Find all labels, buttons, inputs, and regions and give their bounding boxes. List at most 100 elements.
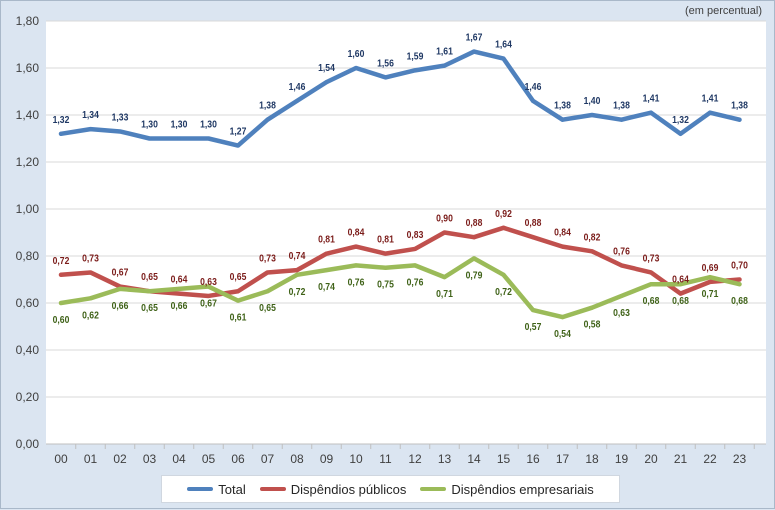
x-axis: 00 01 02 03 04 05 06 07 08 09 10 11 12 13 14 15 16 17 18 19… (54, 444, 755, 466)
data-point-empresariais (88, 296, 93, 301)
data-point-publicos (678, 291, 683, 296)
data-label-empresariais: 0,76 (348, 277, 365, 289)
data-point-publicos (619, 263, 624, 268)
x-tick-label: 17 (556, 452, 570, 466)
data-point-total (206, 136, 211, 141)
data-label-empresariais: 0,54 (554, 328, 571, 340)
data-point-total (118, 129, 122, 134)
data-point-publicos (413, 246, 417, 251)
data-point-total (177, 136, 181, 141)
data-point-empresariais (501, 272, 506, 277)
data-label-publicos: 0,84 (348, 227, 365, 239)
y-tick-label: 0,60 (16, 296, 40, 310)
data-label-publicos: 0,90 (436, 213, 453, 225)
data-label-publicos: 0,73 (259, 253, 276, 265)
data-point-total (147, 136, 152, 141)
data-point-publicos (590, 249, 594, 254)
data-point-total (472, 49, 476, 54)
data-point-publicos (324, 251, 329, 256)
data-label-publicos: 0,81 (377, 234, 394, 246)
data-point-publicos (649, 270, 653, 275)
data-point-publicos (560, 244, 565, 249)
data-label-empresariais: 0,71 (702, 288, 719, 300)
data-point-total (442, 63, 447, 68)
data-label-publicos: 0,64 (672, 274, 689, 286)
data-label-total: 1,38 (259, 100, 276, 112)
data-point-publicos (708, 279, 712, 284)
data-point-total (324, 80, 329, 85)
data-label-total: 1,27 (230, 126, 247, 138)
data-point-total (88, 127, 93, 132)
data-point-total (560, 117, 565, 122)
x-tick-label: 14 (467, 452, 481, 466)
data-label-publicos: 0,73 (643, 253, 660, 265)
data-label-empresariais: 0,72 (495, 286, 512, 298)
data-label-publicos: 0,84 (554, 227, 571, 239)
x-tick-label: 12 (408, 452, 422, 466)
x-tick-label: 18 (585, 452, 599, 466)
data-label-empresariais: 0,58 (584, 319, 601, 331)
legend-swatch-empresariais (420, 487, 447, 491)
y-tick-label: 0,00 (16, 437, 40, 451)
series-line-empresariais (58, 256, 742, 320)
data-point-empresariais (295, 272, 299, 277)
data-label-empresariais: 0,63 (613, 307, 630, 319)
data-label-total: 1,32 (53, 114, 70, 126)
x-tick-label: 01 (84, 452, 98, 466)
data-label-empresariais: 0,74 (318, 281, 335, 293)
data-label-empresariais: 0,72 (289, 286, 306, 298)
data-label-publicos: 0,72 (53, 255, 70, 267)
data-point-empresariais (442, 275, 447, 280)
x-tick-label: 04 (172, 452, 186, 466)
data-point-total (531, 98, 535, 103)
data-label-total: 1,67 (466, 32, 483, 44)
legend-label-total: Total (218, 481, 246, 497)
data-point-publicos (737, 277, 742, 282)
data-point-empresariais (678, 282, 683, 287)
data-point-empresariais (383, 265, 388, 270)
data-point-publicos (383, 251, 388, 256)
data-point-empresariais (560, 315, 565, 320)
data-label-total: 1,41 (702, 93, 719, 105)
x-tick-label: 21 (674, 452, 688, 466)
data-point-publicos (88, 270, 93, 275)
data-label-publicos: 0,65 (141, 272, 158, 284)
data-point-empresariais (708, 275, 712, 280)
data-label-total: 1,34 (82, 109, 99, 121)
data-label-total: 1,40 (584, 95, 601, 107)
data-label-empresariais: 0,61 (230, 312, 247, 324)
data-label-publicos: 0,70 (731, 260, 748, 272)
data-label-publicos: 0,63 (200, 276, 217, 288)
data-point-empresariais (472, 256, 476, 261)
data-label-empresariais: 0,67 (200, 298, 217, 310)
data-label-total: 1,54 (318, 62, 335, 74)
data-point-total (708, 110, 712, 115)
data-point-empresariais (354, 263, 358, 268)
data-point-total (619, 117, 624, 122)
data-label-total: 1,64 (495, 39, 512, 51)
y-tick-label: 1,40 (16, 108, 40, 122)
data-label-total: 1,30 (141, 119, 158, 131)
data-label-publicos: 0,92 (495, 208, 512, 220)
data-point-total (737, 117, 742, 122)
x-tick-label: 03 (143, 452, 157, 466)
data-label-publicos: 0,82 (584, 232, 601, 244)
data-point-total (354, 66, 358, 70)
x-tick-label: 02 (113, 452, 127, 466)
data-point-empresariais (236, 298, 240, 303)
data-label-publicos: 0,88 (525, 217, 542, 229)
data-label-total: 1,61 (436, 46, 453, 58)
x-tick-label: 07 (261, 452, 275, 466)
data-point-empresariais (619, 293, 624, 298)
data-point-empresariais (118, 286, 122, 291)
data-point-total (295, 98, 299, 103)
x-tick-label: 22 (703, 452, 717, 466)
data-label-empresariais: 0,68 (643, 295, 660, 307)
legend-swatch-total (187, 487, 214, 491)
data-point-empresariais (531, 308, 535, 313)
data-point-total (383, 75, 388, 80)
data-point-empresariais (265, 289, 270, 294)
y-tick-label: 0,20 (16, 390, 40, 404)
